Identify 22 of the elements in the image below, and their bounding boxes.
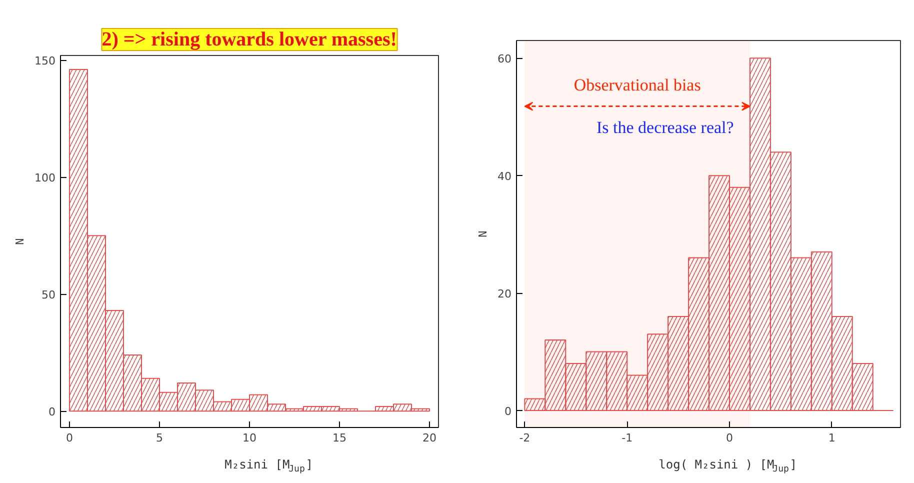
x-tick-label: 1 bbox=[828, 432, 836, 444]
x-tick-label: 20 bbox=[422, 432, 436, 444]
x-tick-label: 5 bbox=[156, 432, 163, 444]
y-tick-label: 0 bbox=[504, 404, 512, 418]
x-tick-label: -2 bbox=[519, 432, 530, 444]
y-axis-title: N bbox=[476, 230, 490, 238]
y-tick-label: 20 bbox=[498, 288, 512, 301]
annotation: Is the decrease real? bbox=[596, 118, 734, 137]
x-tick-label: 0 bbox=[726, 432, 733, 444]
y-tick-label: 150 bbox=[34, 54, 56, 68]
y-tick-label: 60 bbox=[498, 52, 512, 66]
chart-title: 2) => rising towards lower masses! bbox=[102, 28, 397, 50]
y-tick-label: 0 bbox=[48, 406, 56, 419]
y-tick-label: 100 bbox=[34, 172, 56, 185]
y-tick-label: 40 bbox=[498, 170, 512, 184]
x-tick-label: 0 bbox=[66, 432, 73, 444]
y-axis-title: N bbox=[14, 238, 27, 245]
x-tick-label: 10 bbox=[242, 432, 256, 444]
x-tick-label: 15 bbox=[332, 432, 346, 444]
band-label: Observational bias bbox=[574, 75, 701, 94]
x-tick-label: -1 bbox=[622, 432, 633, 444]
y-tick-label: 50 bbox=[42, 288, 56, 302]
